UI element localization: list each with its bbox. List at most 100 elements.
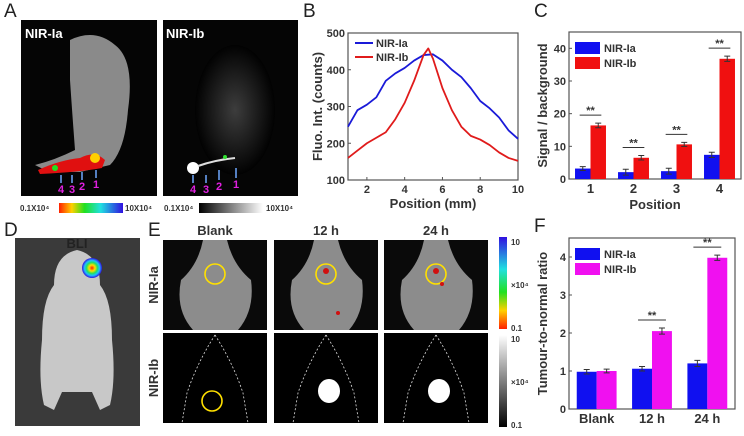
y-tick-label: 200 — [327, 138, 345, 150]
panel-label-e: E — [148, 220, 161, 241]
bar-nir-ib — [590, 125, 606, 179]
bli-signal — [82, 258, 102, 278]
panel-label-c: C — [534, 1, 548, 22]
chart-b: 2 4 6 8 10 100 200 300 400 500 Position (mm) Fluo. … — [310, 28, 524, 211]
panel-label-a: A — [4, 1, 17, 22]
colorbar-e-gray — [499, 335, 507, 427]
x-tick-label: 12 h — [639, 411, 665, 426]
colorbar-max: 10X10⁴ — [266, 204, 293, 213]
nir-ib-title: NIR-Ib — [166, 26, 204, 41]
tumour-ring — [204, 263, 226, 285]
tumour-ring — [315, 263, 337, 285]
panel-a-nir-ia-image: NIR-Ia 4 3 2 1 — [21, 20, 157, 196]
colorbar-unit: ×10⁴ — [511, 378, 529, 387]
bar-nir-ib — [596, 371, 617, 409]
error-bar — [595, 122, 602, 129]
tumour-ring — [425, 263, 447, 285]
significance-marker: ** — [715, 38, 724, 50]
mouse-outline — [292, 334, 360, 424]
error-bar — [708, 151, 715, 158]
y-axis-label: Signal / background — [535, 43, 550, 167]
series-line-nir-ib — [347, 47, 519, 162]
mouse-silhouette — [179, 240, 252, 330]
series-line-nir-ia — [347, 53, 519, 140]
column-label: Blank — [197, 223, 233, 238]
position-label-1: 1 — [233, 179, 239, 191]
colorbar-unit: ×10⁴ — [511, 281, 529, 290]
y-tick-label: 20 — [554, 109, 566, 121]
error-bar — [694, 359, 701, 367]
y-tick-label: 300 — [327, 102, 345, 114]
plot-frame — [568, 31, 742, 180]
colorbar-a-color: 0.1X10⁴ 10X10⁴ — [20, 203, 152, 213]
panel-label-f: F — [534, 216, 546, 237]
mouse-silhouette — [40, 250, 114, 410]
panel-label-d: D — [4, 220, 18, 241]
colorbar-min: 0.1X10⁴ — [164, 204, 193, 213]
y-tick-label: 0 — [560, 174, 566, 186]
position-label-4: 4 — [190, 184, 197, 196]
x-tick-label: 24 h — [694, 411, 720, 426]
legend-label: NIR-Ia — [604, 43, 637, 55]
column-label: 12 h — [313, 223, 339, 238]
row-label: NIR-Ia — [146, 265, 161, 303]
bar-nir-ib — [719, 58, 735, 179]
mouse-silhouette — [35, 35, 130, 172]
x-tick-label: 4 — [716, 181, 724, 196]
significance-marker: ** — [703, 237, 712, 249]
x-tick-label: 1 — [587, 181, 594, 196]
panel-e-grid: Blank 12 h 24 h NIR-Ia NIR-Ib 10 ×10⁴ 0.1 10 ×10⁴… — [146, 223, 529, 430]
bar-nir-ib — [633, 157, 649, 179]
x-tick-label: Blank — [579, 411, 615, 426]
panel-label-b: B — [303, 1, 316, 22]
mouse-outline — [402, 334, 470, 424]
position-label-3: 3 — [69, 184, 75, 196]
legend-label: NIR-Ia — [604, 249, 637, 261]
bar-nir-ia — [687, 363, 708, 409]
y-tick-label: 4 — [560, 252, 567, 264]
y-axis-label: Fluo. Int. (counts) — [310, 52, 325, 161]
y-tick-label: 3 — [560, 290, 566, 302]
y-tick-label: 2 — [560, 328, 566, 340]
signal-spot — [336, 311, 340, 315]
position-label-4: 4 — [58, 184, 65, 196]
error-bar — [665, 167, 672, 175]
signal-spot — [440, 282, 444, 286]
significance-marker: ** — [629, 137, 638, 149]
colorbar-max: 10 — [511, 238, 520, 247]
nir-ib-image — [384, 333, 488, 423]
bar-nir-ia — [575, 168, 591, 179]
legend-swatch — [575, 263, 600, 275]
y-tick-label: 0 — [560, 404, 566, 416]
bar-nir-ib — [707, 257, 728, 409]
y-tick-label: 40 — [554, 43, 566, 55]
nir-ib-image — [163, 333, 267, 423]
y-tick-label: 1 — [560, 366, 566, 378]
panel-d-bli-image: BLI — [15, 236, 140, 426]
y-axis-label: Tumour-to-normal ratio — [535, 252, 550, 396]
significance-marker: ** — [648, 310, 657, 322]
position-label-3: 3 — [203, 184, 209, 196]
y-tick-label: 30 — [554, 76, 566, 88]
x-tick-label: 2 — [630, 181, 637, 196]
colorbar-max: 10 — [511, 335, 520, 344]
column-label: 24 h — [423, 223, 449, 238]
y-tick-label: 400 — [327, 65, 345, 77]
bar-nir-ib — [652, 331, 672, 409]
nir-ia-title: NIR-Ia — [25, 26, 63, 41]
error-bar — [579, 166, 586, 172]
error-bar — [638, 154, 645, 161]
x-tick-label: 10 — [512, 184, 524, 196]
position-label-2: 2 — [216, 181, 222, 193]
chart-f: 0 1 2 3 4 Blank 12 h ** 24 h ** NIR-Ia NIR-Ib Tumour… — [535, 237, 736, 426]
bar-nir-ib — [676, 144, 692, 179]
legend-label: NIR-Ib — [376, 52, 409, 64]
error-bar — [658, 327, 665, 335]
bli-title: BLI — [67, 236, 88, 251]
tumour-signal — [433, 268, 439, 274]
colorbar-max: 10X10⁴ — [125, 204, 152, 213]
bar-nir-ia — [661, 171, 677, 179]
position-label-1: 1 — [93, 179, 99, 191]
tumour-signal — [428, 379, 450, 403]
